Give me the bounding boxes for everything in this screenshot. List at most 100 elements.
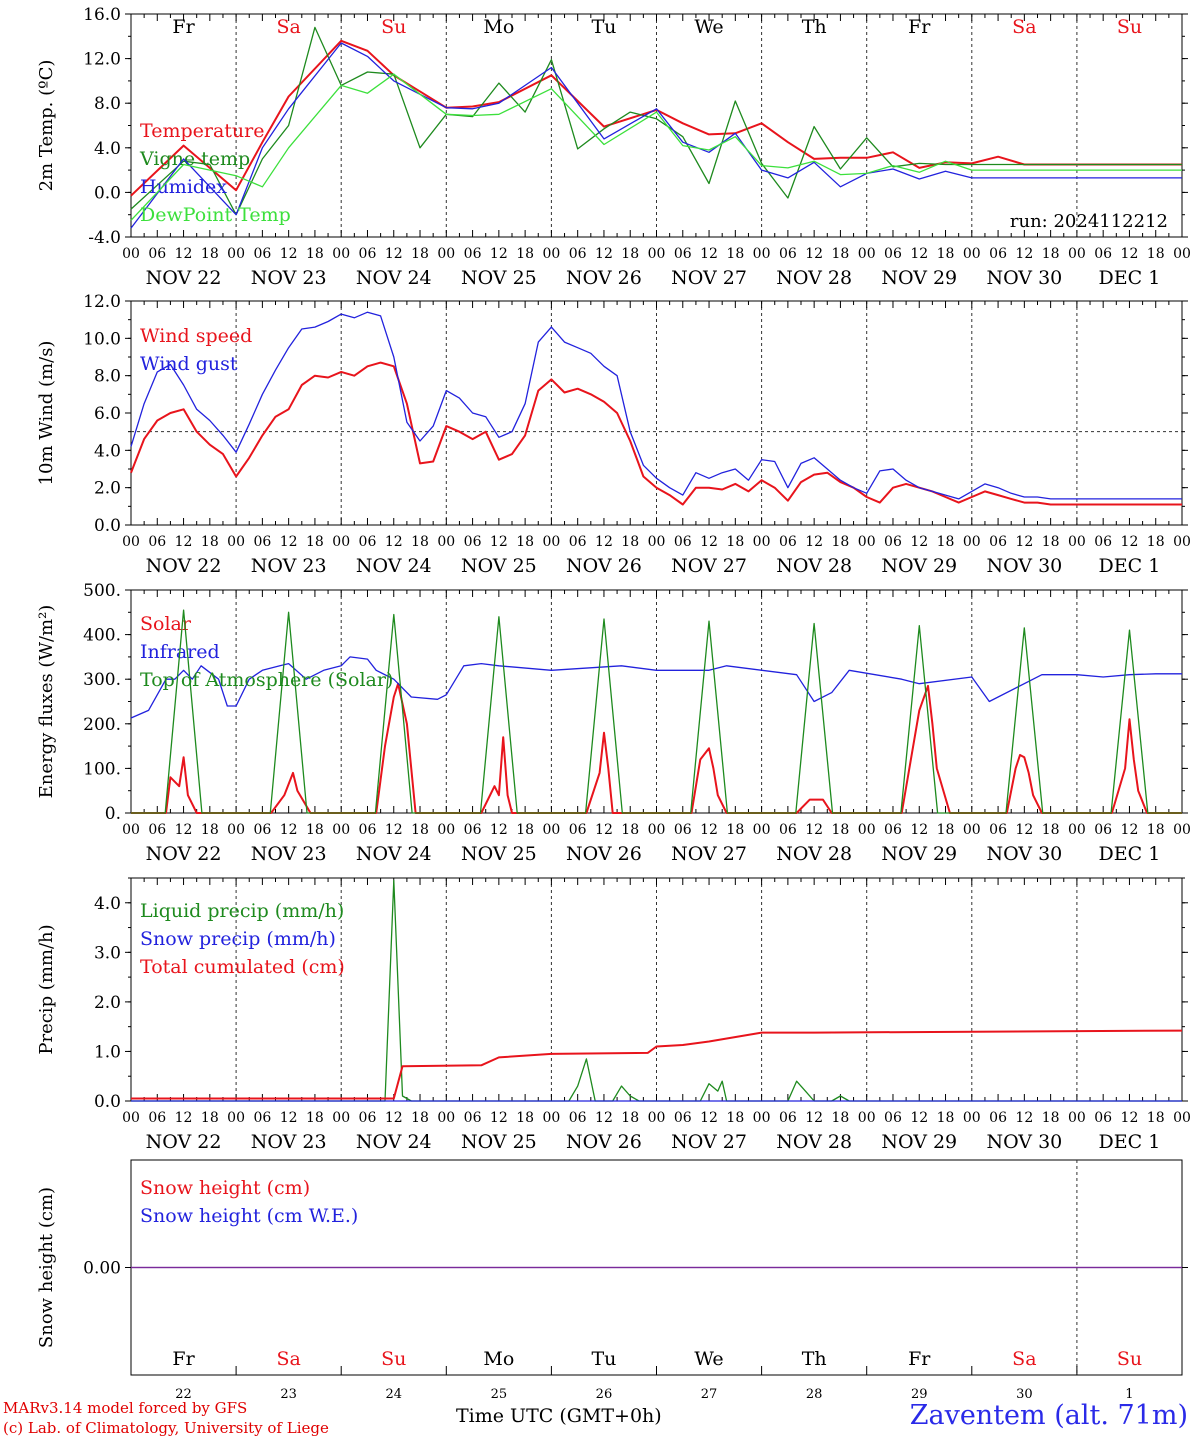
hour-tick-label: 18	[516, 1110, 534, 1126]
hour-tick-label: 18	[411, 1110, 429, 1126]
hour-tick-label: 12	[700, 534, 718, 550]
date-label: NOV 23	[251, 555, 327, 577]
hour-tick-label: 00	[1173, 246, 1191, 262]
legend-liquid-precip-mm-h-: Liquid precip (mm/h)	[140, 900, 344, 922]
y-tick-label: 8.0	[94, 94, 121, 114]
date-label: NOV 28	[776, 843, 852, 865]
date-label: NOV 27	[671, 843, 747, 865]
date-label: NOV 22	[146, 1131, 222, 1153]
hour-tick-label: 06	[1094, 1110, 1112, 1126]
day-number-label: 30	[1016, 1387, 1033, 1400]
y-axis-label: Snow height (cm)	[36, 1187, 57, 1348]
hour-tick-label: 18	[1147, 534, 1165, 550]
date-label: NOV 29	[881, 555, 957, 577]
y-tick-label: 0.0	[94, 183, 121, 203]
weekday-label: Tu	[591, 1348, 616, 1370]
legend-wind-gust: Wind gust	[140, 353, 238, 375]
time-axis-label: Time UTC (GMT+0h)	[456, 1405, 662, 1427]
hour-tick-label: 06	[989, 534, 1007, 550]
hour-tick-label: 06	[359, 534, 377, 550]
y-tick-label: 4.0	[94, 894, 121, 914]
hour-tick-label: 00	[332, 1110, 350, 1126]
date-label: NOV 25	[461, 843, 537, 865]
hour-tick-label: 00	[227, 1110, 245, 1126]
hour-tick-label: 00	[963, 534, 981, 550]
hour-tick-label: 12	[910, 1110, 928, 1126]
hour-tick-label: 18	[1147, 1110, 1165, 1126]
date-label: NOV 30	[986, 843, 1062, 865]
weekday-label: Fr	[172, 16, 195, 38]
day-number-label: 24	[385, 1387, 402, 1400]
hour-tick-label: 00	[227, 534, 245, 550]
hour-tick-label: 18	[516, 246, 534, 262]
hour-tick-label: 12	[385, 534, 403, 550]
date-label: NOV 22	[146, 843, 222, 865]
hour-tick-label: 00	[437, 534, 455, 550]
hour-tick-label: 06	[359, 1110, 377, 1126]
hour-tick-label: 18	[306, 822, 324, 838]
hour-tick-label: 18	[726, 822, 744, 838]
y-tick-label: 300.	[83, 670, 121, 690]
hour-tick-label: 06	[1094, 534, 1112, 550]
panel-frame	[130, 589, 1183, 814]
weekday-label: Fr	[908, 16, 931, 38]
hour-tick-label: 12	[175, 534, 193, 550]
hour-tick-label: 00	[227, 822, 245, 838]
hour-tick-label: 12	[175, 1110, 193, 1126]
hour-tick-label: 00	[437, 246, 455, 262]
y-tick-label: 8.0	[94, 367, 121, 387]
hour-tick-label: 00	[122, 534, 140, 550]
hour-tick-label: 06	[148, 1110, 166, 1126]
hour-tick-label: 18	[937, 822, 955, 838]
hour-tick-label: 06	[884, 246, 902, 262]
hour-tick-label: 00	[1068, 822, 1086, 838]
hour-tick-label: 06	[569, 534, 587, 550]
date-label: NOV 25	[461, 267, 537, 289]
hour-tick-label: 00	[542, 246, 560, 262]
y-tick-label: 2.0	[94, 479, 121, 499]
hour-tick-label: 18	[1147, 822, 1165, 838]
date-label: NOV 23	[251, 843, 327, 865]
hour-tick-label: 12	[910, 534, 928, 550]
y-tick-label: 10.0	[83, 329, 121, 349]
date-label: NOV 29	[881, 843, 957, 865]
hour-tick-label: 06	[989, 822, 1007, 838]
hour-tick-label: 12	[1121, 822, 1139, 838]
date-label: NOV 24	[356, 843, 432, 865]
day-number-label: 29	[911, 1387, 928, 1400]
date-label: NOV 24	[356, 1131, 432, 1153]
credit-line-2: (c) Lab. of Climatology, University of L…	[3, 1419, 329, 1437]
hour-tick-label: 00	[332, 246, 350, 262]
hour-tick-label: 18	[411, 822, 429, 838]
hour-tick-label: 18	[621, 822, 639, 838]
hour-tick-label: 12	[805, 822, 823, 838]
hour-tick-label: 00	[963, 822, 981, 838]
hour-tick-label: 18	[726, 1110, 744, 1126]
hour-tick-label: 18	[201, 246, 219, 262]
y-tick-label: -4.0	[88, 228, 121, 248]
panel-4: 0.0 1.0 2.0 3.0 4.0 00 06 12 18 00 06 12 18 00 06 12 18 0…	[36, 877, 1191, 1153]
y-axis-label: 2m Temp. (ºC)	[36, 60, 57, 192]
hour-tick-label: 06	[148, 246, 166, 262]
hour-tick-label: 06	[1094, 246, 1112, 262]
weekday-label: Sa	[1012, 1348, 1036, 1370]
hour-tick-label: 06	[884, 822, 902, 838]
hour-tick-label: 18	[726, 246, 744, 262]
date-label: NOV 29	[881, 1131, 957, 1153]
hour-tick-label: 12	[280, 534, 298, 550]
hour-tick-label: 12	[280, 246, 298, 262]
hour-tick-label: 06	[569, 822, 587, 838]
hour-tick-label: 00	[648, 246, 666, 262]
hour-tick-label: 06	[253, 534, 271, 550]
hour-tick-label: 00	[753, 534, 771, 550]
hour-tick-label: 06	[464, 246, 482, 262]
day-number-label: 27	[701, 1387, 718, 1400]
hour-tick-label: 12	[805, 246, 823, 262]
series-line-wind-speed	[130, 361, 1182, 506]
legend-snow-height-cm-: Snow height (cm)	[140, 1177, 310, 1199]
hour-tick-label: 00	[648, 1110, 666, 1126]
y-tick-label: 12.0	[83, 50, 121, 70]
hour-tick-label: 12	[805, 1110, 823, 1126]
hour-tick-label: 06	[989, 1110, 1007, 1126]
hour-tick-label: 12	[175, 246, 193, 262]
